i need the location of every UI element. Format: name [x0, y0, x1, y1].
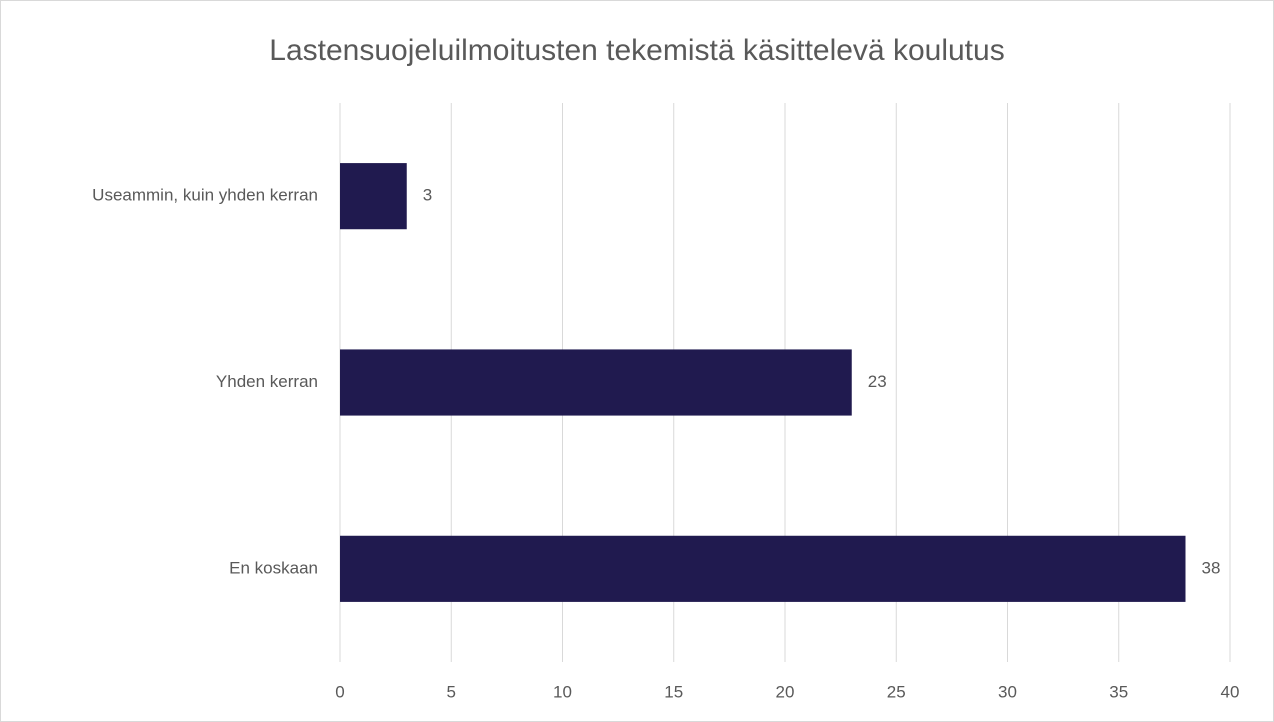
x-tick-label: 5 [447, 682, 456, 701]
bar [340, 535, 1186, 602]
bar [340, 163, 407, 230]
data-label: 23 [868, 372, 887, 391]
bar [340, 349, 852, 416]
data-label: 3 [423, 186, 432, 205]
y-tick-label: Useammin, kuin yhden kerran [92, 186, 318, 205]
x-tick-label: 40 [1221, 682, 1240, 701]
x-tick-label: 10 [553, 682, 572, 701]
x-tick-label: 15 [664, 682, 683, 701]
y-tick-label: Yhden kerran [216, 372, 318, 391]
x-tick-label: 35 [1109, 682, 1128, 701]
y-tick-label: En koskaan [229, 558, 318, 577]
chart-title: Lastensuojeluilmoitusten tekemistä käsit… [269, 34, 1004, 67]
x-tick-label: 30 [998, 682, 1017, 701]
x-tick-label: 0 [335, 682, 344, 701]
x-tick-label: 25 [887, 682, 906, 701]
data-label: 38 [1202, 558, 1221, 577]
x-tick-label: 20 [776, 682, 795, 701]
